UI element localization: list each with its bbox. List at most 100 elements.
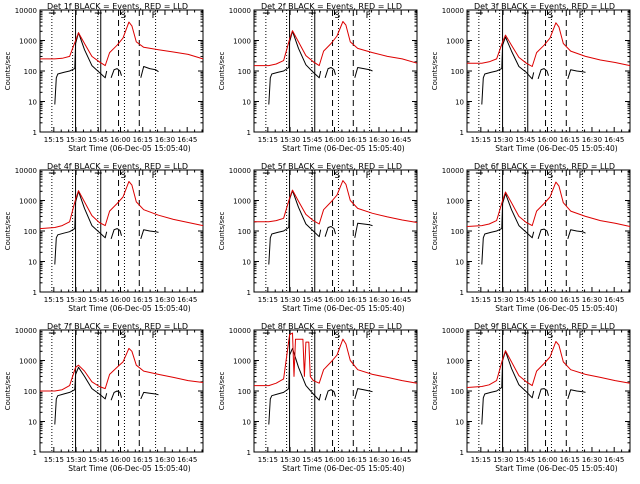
x-tick-label: 16:00 (324, 456, 344, 464)
events-series-line (140, 391, 159, 400)
x-tick-label: 15:45 (302, 136, 322, 144)
lld-series-line (466, 181, 631, 227)
y-tick-label: 10 (242, 259, 251, 267)
y-tick-label: 1000 (446, 198, 464, 206)
events-series-line (354, 67, 373, 78)
flag-label: F (366, 331, 371, 341)
y-tick-label: 1000 (233, 198, 251, 206)
y-axis-label: Counts/sec (4, 212, 12, 251)
y-axis-label: Counts/sec (218, 212, 226, 251)
events-series-line (54, 190, 108, 265)
x-tick-label: 15:15 (258, 296, 278, 304)
panel-title: Det 7f BLACK = Events, RED = LLD (47, 322, 188, 331)
x-tick-label: 15:45 (515, 296, 535, 304)
x-tick-label: 15:15 (44, 296, 64, 304)
lld-series-line (254, 332, 418, 387)
x-tick-label: 15:15 (471, 456, 491, 464)
plot-frame (253, 169, 418, 293)
x-tick-label: 16:45 (177, 296, 197, 304)
events-series-line (268, 347, 322, 425)
y-tick-label: 10 (28, 99, 37, 107)
flag-label: S (120, 331, 126, 341)
flag-label: F (366, 171, 371, 181)
flag-label: F (579, 331, 584, 341)
y-tick-label: 100 (451, 68, 464, 76)
lld-series-line (466, 341, 631, 388)
x-tick-label: 16:15 (133, 456, 153, 464)
x-tick-label: 16:00 (537, 456, 557, 464)
x-axis-label: Start Time (06-Dec-05 15:05:40) (495, 144, 617, 153)
lld-series-line (254, 180, 418, 225)
y-tick-label: 10 (28, 419, 37, 427)
x-tick-label: 16:00 (324, 296, 344, 304)
x-tick-label: 15:45 (302, 296, 322, 304)
flag-label: F (579, 11, 584, 21)
flag-label: S (547, 331, 553, 341)
x-tick-label: 16:45 (177, 136, 197, 144)
y-tick-label: 10000 (15, 167, 37, 175)
panel-title: Det 3f BLACK = Events, RED = LLD (474, 2, 615, 11)
y-tick-label: 10 (455, 419, 464, 427)
y-tick-label: 1 (33, 449, 37, 457)
y-tick-label: 100 (238, 68, 251, 76)
y-tick-label: 1 (460, 129, 464, 137)
y-tick-label: 1000 (233, 38, 251, 46)
x-tick-label: 15:45 (302, 456, 322, 464)
y-axis-label: Counts/sec (218, 52, 226, 91)
y-axis-label: Counts/sec (218, 372, 226, 411)
y-tick-label: 1000 (19, 38, 37, 46)
events-series-line (481, 193, 535, 265)
events-series-line (110, 228, 122, 240)
x-tick-label: 15:15 (258, 456, 278, 464)
plot-frame (466, 329, 631, 453)
y-tick-label: 10000 (229, 327, 251, 335)
lld-series-line (254, 21, 418, 67)
y-tick-label: 1 (33, 129, 37, 137)
y-tick-label: 10000 (442, 7, 464, 15)
x-tick-label: 15:30 (66, 136, 86, 144)
events-series-line (110, 390, 122, 401)
x-tick-label: 16:45 (391, 296, 411, 304)
x-tick-label: 15:45 (88, 296, 108, 304)
x-tick-label: 16:45 (604, 136, 624, 144)
y-axis-label: Counts/sec (431, 52, 439, 91)
x-tick-label: 15:30 (66, 456, 86, 464)
x-tick-label: 16:45 (604, 456, 624, 464)
x-axis-label: Start Time (06-Dec-05 15:05:40) (68, 304, 190, 313)
flag-label: F (152, 11, 157, 21)
events-series-line (354, 388, 373, 400)
x-tick-label: 16:30 (582, 296, 602, 304)
x-tick-label: 16:15 (560, 296, 580, 304)
x-tick-label: 15:30 (493, 136, 513, 144)
plot-frame (39, 329, 204, 453)
x-tick-label: 16:15 (347, 456, 367, 464)
x-axis-label: Start Time (06-Dec-05 15:05:40) (495, 304, 617, 313)
panel-title: Det 1f BLACK = Events, RED = LLD (47, 2, 188, 11)
x-tick-label: 16:00 (110, 136, 130, 144)
events-series-line (537, 388, 549, 400)
events-series-line (537, 228, 549, 240)
panel-title: Det 2f BLACK = Events, RED = LLD (261, 2, 402, 11)
events-series-line (54, 32, 108, 105)
y-axis-label: Counts/sec (431, 372, 439, 411)
flag-label: S (120, 11, 126, 21)
events-series-line (110, 68, 122, 78)
y-tick-label: 1 (247, 449, 251, 457)
panel-title: Det 5f BLACK = Events, RED = LLD (261, 162, 402, 171)
y-tick-label: 1000 (19, 358, 37, 366)
flag-label: F (366, 11, 371, 21)
y-tick-label: 10 (28, 259, 37, 267)
y-tick-label: 1000 (446, 358, 464, 366)
x-tick-label: 16:45 (604, 296, 624, 304)
x-tick-label: 16:15 (347, 296, 367, 304)
events-series-line (268, 190, 322, 265)
flag-label: F (152, 331, 157, 341)
x-tick-label: 16:00 (537, 136, 557, 144)
x-tick-label: 15:45 (88, 136, 108, 144)
